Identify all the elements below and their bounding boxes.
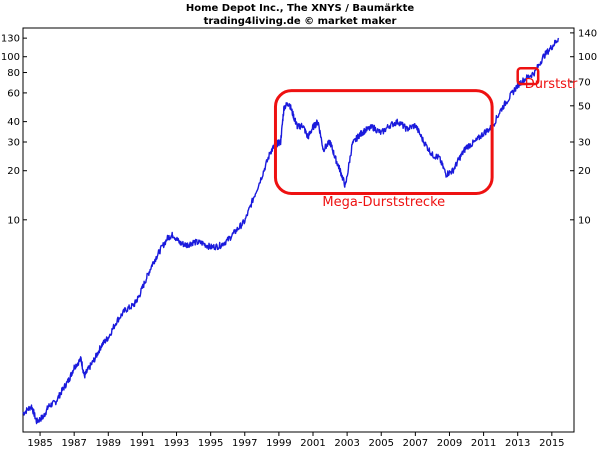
- y-axis-right: 140 100 70 50 30 20 10: [570, 28, 597, 226]
- y-tick-label-left: 60: [7, 88, 20, 99]
- x-tick-label: 1985: [27, 438, 52, 449]
- y-tick-label-left: 130: [1, 34, 20, 45]
- mega-durststrecke-label: Mega-Durststrecke: [322, 195, 445, 210]
- x-tick-label: 1987: [61, 438, 86, 449]
- x-tick-label: 1989: [96, 438, 121, 449]
- annotation-layer: Mega-Durststrecke Durststr: [273, 66, 578, 210]
- y-tick-label-left: 100: [1, 52, 20, 63]
- x-tick-label: 1997: [232, 438, 257, 449]
- x-tick-label: 2007: [403, 438, 428, 449]
- x-tick-label: 1993: [164, 438, 189, 449]
- y-tick-label-right: 30: [578, 137, 591, 148]
- x-tick-label: 2013: [505, 438, 530, 449]
- durststrecke-small-box: [516, 66, 540, 86]
- x-tick-label: 2011: [471, 438, 496, 449]
- y-tick-label-right: 140: [578, 28, 597, 39]
- y-tick-label-left: 40: [7, 117, 20, 128]
- x-tick-label: 1991: [130, 438, 155, 449]
- y-tick-label-left: 10: [7, 215, 20, 226]
- y-tick-label-right: 70: [578, 77, 591, 88]
- plot-frame: [22, 27, 575, 433]
- x-tick-label: 1999: [266, 438, 291, 449]
- y-tick-label-right: 100: [578, 52, 597, 63]
- y-tick-label-left: 80: [7, 68, 20, 79]
- chart-title: Home Depot Inc., The XNYS / Baumärkte: [186, 3, 415, 14]
- durststrecke-small-label: Durststr: [525, 77, 578, 92]
- y-axis-left: 130 100 80 60 40 30 20 10: [1, 34, 27, 226]
- price-line: [22, 37, 560, 425]
- y-tick-label-right: 50: [578, 101, 591, 112]
- y-tick-label-left: 30: [7, 137, 20, 148]
- y-tick-label-left: 20: [7, 166, 20, 177]
- mega-durststrecke-box: [273, 89, 494, 195]
- chart-subtitle: trading4living.de © market maker: [204, 16, 397, 27]
- x-tick-label: 1995: [198, 438, 223, 449]
- x-axis: 1985 1987 1989 1991 1993 1995 1997 1999 2001 2003…: [27, 432, 565, 449]
- y-tick-label-right: 20: [578, 166, 591, 177]
- y-tick-label-right: 10: [578, 215, 591, 226]
- x-tick-label: 2005: [369, 438, 394, 449]
- x-tick-label: 2001: [300, 438, 325, 449]
- x-tick-label: 2015: [539, 438, 564, 449]
- x-tick-label: 2003: [334, 438, 359, 449]
- x-tick-label: 2009: [437, 438, 462, 449]
- series-layer: [22, 37, 560, 425]
